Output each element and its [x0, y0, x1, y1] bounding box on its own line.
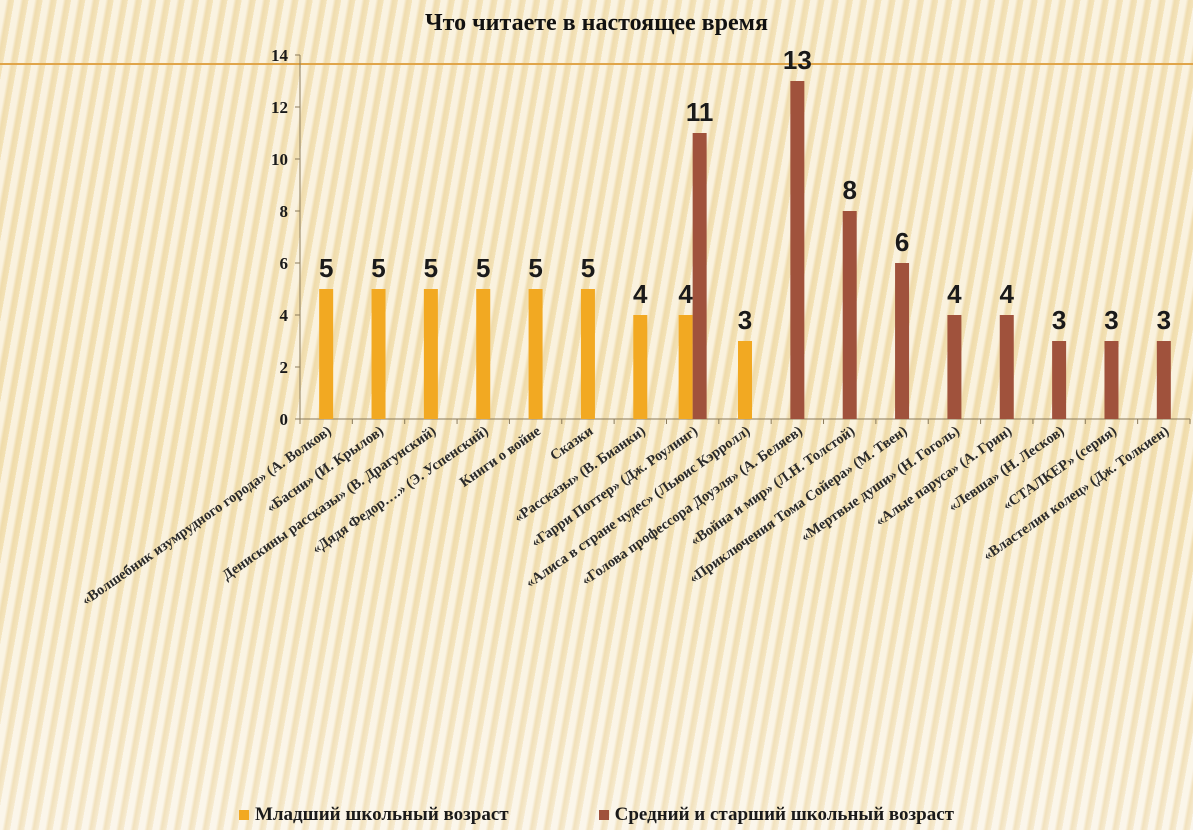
- bar-junior: [476, 289, 490, 419]
- y-tick-label: 10: [271, 150, 288, 169]
- data-label: 4: [633, 279, 648, 309]
- bar-senior: [843, 211, 857, 419]
- y-tick-label: 12: [271, 98, 288, 117]
- data-label: 5: [424, 253, 438, 283]
- data-label: 5: [371, 253, 385, 283]
- data-label: 4: [678, 279, 693, 309]
- data-label: 3: [738, 305, 752, 335]
- bar-senior: [693, 133, 707, 419]
- data-label: 8: [842, 175, 856, 205]
- data-label: 3: [1052, 305, 1066, 335]
- data-label: 3: [1104, 305, 1118, 335]
- bar-junior: [581, 289, 595, 419]
- legend-swatch-senior: [599, 810, 609, 820]
- bar-senior: [895, 263, 909, 419]
- bar-junior: [372, 289, 386, 419]
- y-tick-label: 0: [280, 410, 289, 429]
- bar-senior: [1052, 341, 1066, 419]
- y-tick-label: 8: [280, 202, 289, 221]
- bar-senior: [1104, 341, 1118, 419]
- data-label: 4: [947, 279, 962, 309]
- data-label: 5: [476, 253, 490, 283]
- bar-senior: [947, 315, 961, 419]
- bar-junior: [633, 315, 647, 419]
- data-label: 5: [528, 253, 542, 283]
- data-label: 6: [895, 227, 909, 257]
- data-label: 13: [783, 45, 812, 75]
- bar-senior: [1157, 341, 1171, 419]
- data-label: 3: [1157, 305, 1171, 335]
- y-tick-label: 14: [271, 46, 289, 65]
- legend-item-senior: Средний и старший школьный возраст: [599, 803, 954, 827]
- x-category-label: Денискины рассказы» (В. Драгунский): [220, 423, 440, 584]
- legend-item-junior: Младший школьный возраст: [239, 803, 509, 827]
- bar-junior: [679, 315, 693, 419]
- data-label: 4: [1000, 279, 1015, 309]
- bar-senior: [790, 81, 804, 419]
- data-label: 5: [319, 253, 333, 283]
- y-tick-label: 2: [280, 358, 289, 377]
- bar-junior: [529, 289, 543, 419]
- y-tick-label: 6: [280, 254, 289, 273]
- bar-junior: [424, 289, 438, 419]
- bar-senior: [1000, 315, 1014, 419]
- data-label: 11: [686, 97, 714, 127]
- legend: Младший школьный возраст Средний и старш…: [0, 803, 1193, 827]
- legend-swatch-junior: [239, 810, 249, 820]
- bar-junior: [738, 341, 752, 419]
- data-label: 5: [581, 253, 595, 283]
- legend-label-junior: Младший школьный возраст: [255, 804, 509, 826]
- bar-junior: [319, 289, 333, 419]
- y-tick-label: 4: [280, 306, 289, 325]
- legend-label-senior: Средний и старший школьный возраст: [615, 804, 954, 826]
